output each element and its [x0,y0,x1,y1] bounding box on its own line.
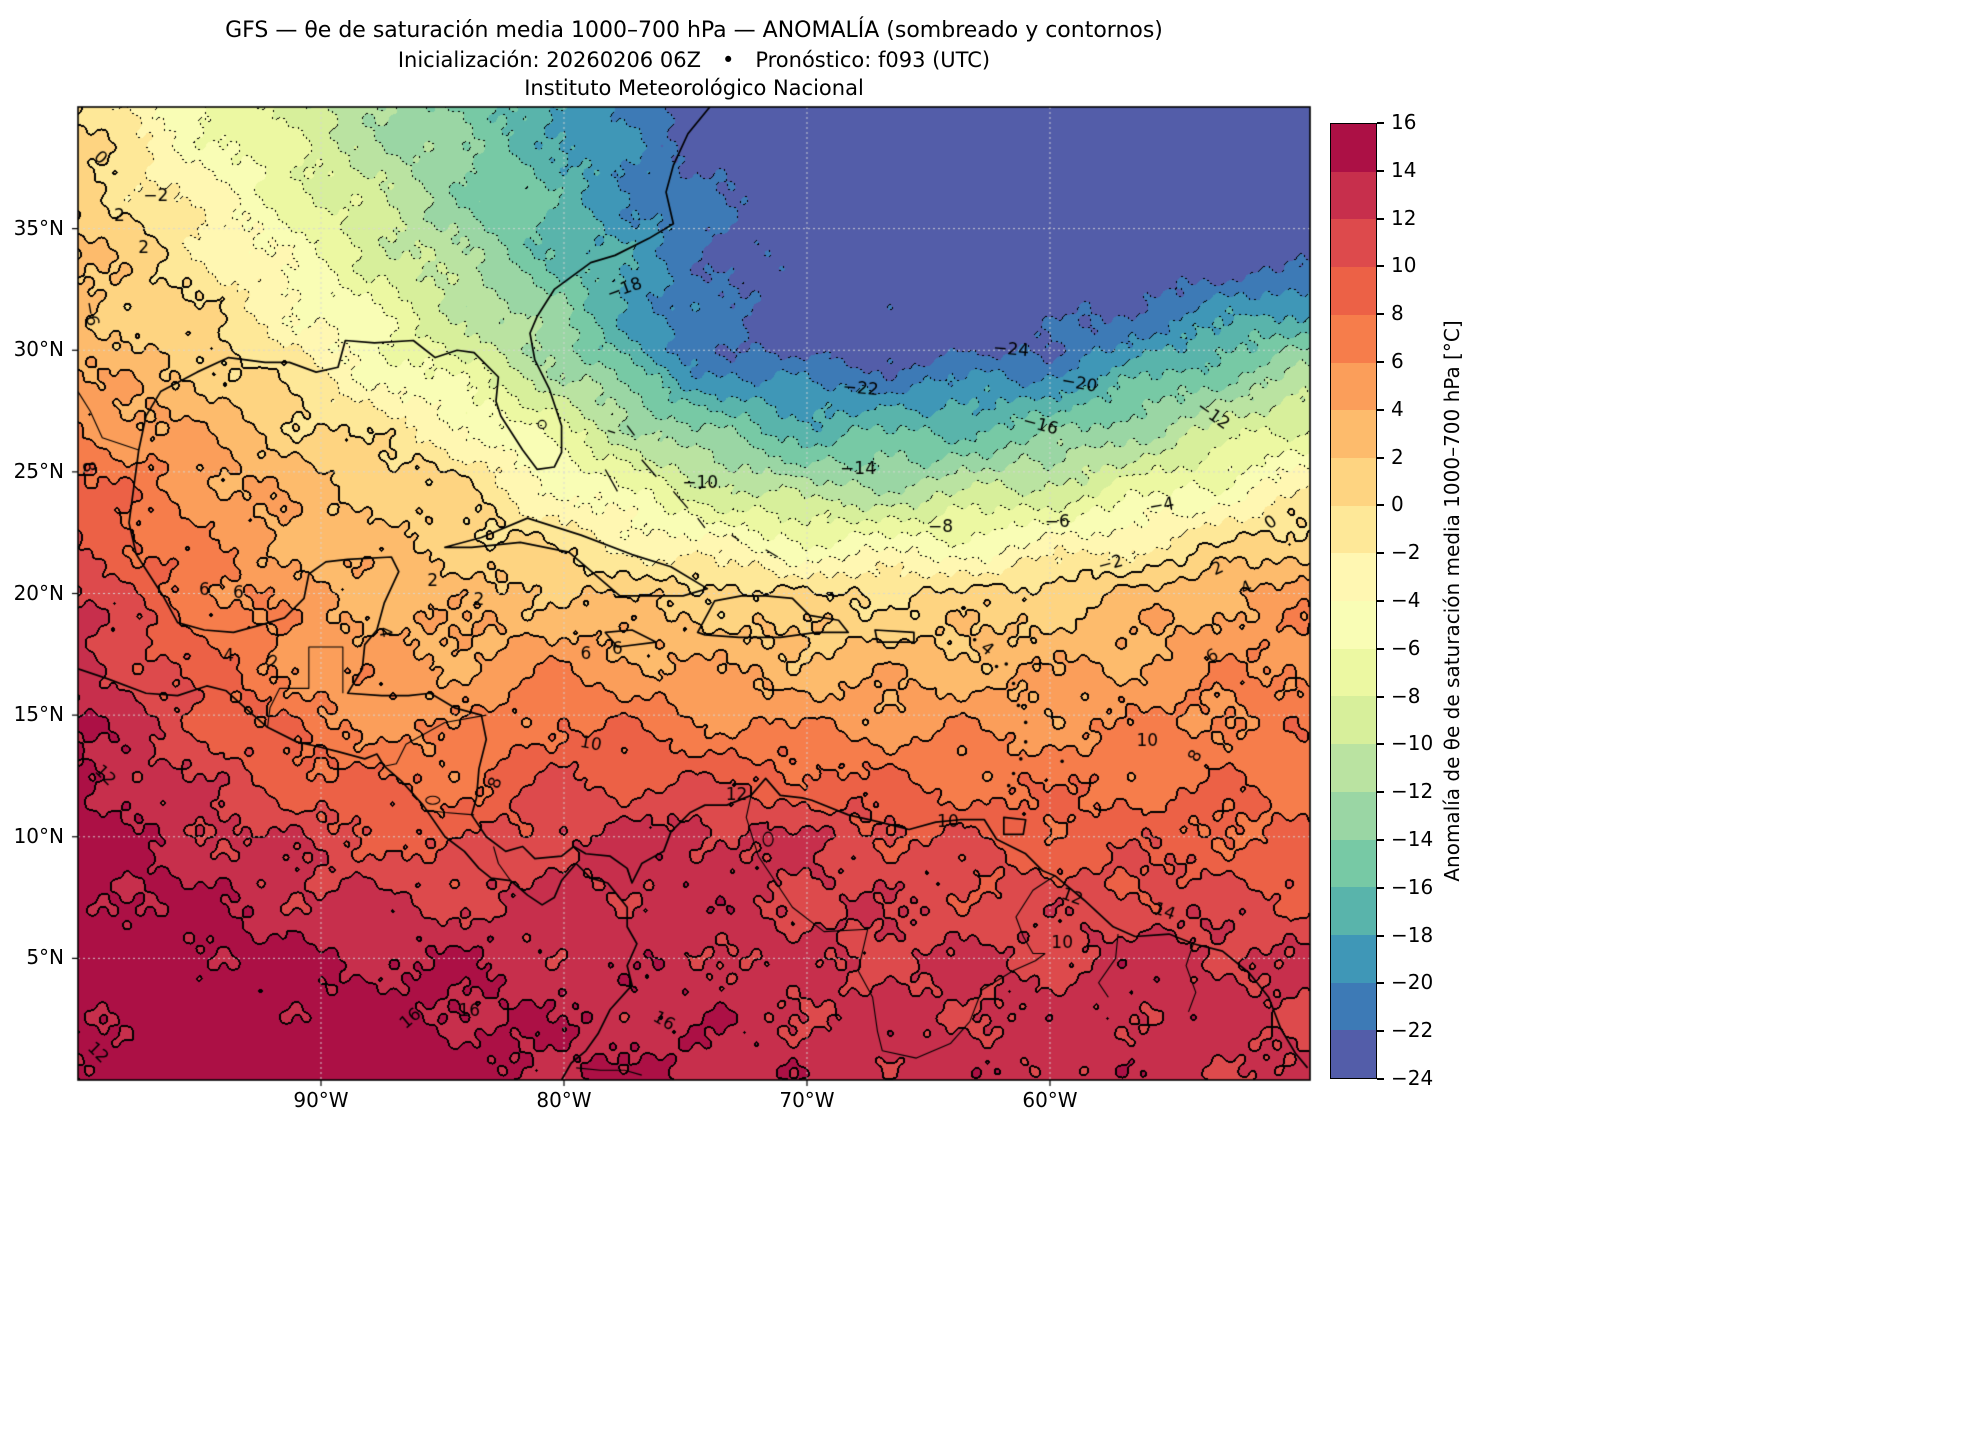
x-tick-label: 90°W [293,1088,349,1112]
map-plot [68,97,1320,1090]
colorbar-tick [1377,169,1384,172]
colorbar-tick-label: −18 [1391,922,1434,947]
colorbar-segment [1331,839,1376,888]
y-tick-label: 10°N [13,823,64,848]
colorbar-tick-label: −2 [1391,540,1421,565]
colorbar-tick [1377,647,1384,650]
colorbar-tick [1377,552,1384,555]
colorbar-segment [1331,314,1376,363]
colorbar-segment [1331,362,1376,411]
colorbar-tick [1377,982,1384,985]
colorbar [1330,123,1377,1079]
colorbar-tick-label: 4 [1391,396,1404,421]
chart-title: GFS — θe de saturación media 1000–700 hP… [225,18,1163,43]
colorbar-segment [1331,171,1376,220]
colorbar-segment [1331,1030,1376,1079]
y-tick-label: 25°N [13,458,64,483]
colorbar-segment [1331,219,1376,268]
colorbar-tick [1377,217,1384,220]
colorbar-tick [1377,1030,1384,1033]
colorbar-segment [1331,648,1376,697]
colorbar-tick [1377,600,1384,602]
colorbar-segment [1331,457,1376,506]
y-tick-label: 30°N [13,337,64,362]
colorbar-tick-label: −14 [1391,827,1434,851]
x-tick-label: 70°W [779,1088,835,1112]
colorbar-segment [1331,124,1376,172]
chart-institution: Instituto Meteorológico Nacional [524,76,864,100]
figure-titles: GFS — θe de saturación media 1000–700 hP… [78,16,1310,102]
colorbar-tick [1377,695,1384,698]
colorbar-tick [1377,839,1384,841]
colorbar-segment [1331,505,1376,554]
colorbar-tick-label: −22 [1391,1018,1434,1043]
colorbar-tick-label: 16 [1391,110,1417,134]
colorbar-tick-label: −24 [1391,1066,1434,1090]
colorbar-tick [1377,456,1384,459]
colorbar-tick-label: 0 [1391,492,1404,517]
colorbar-segment [1331,267,1376,315]
colorbar-tick [1377,361,1384,363]
y-tick-label: 15°N [13,702,64,727]
x-tick-label: 80°W [536,1088,592,1112]
colorbar-tick [1377,886,1384,889]
colorbar-tick-label: −20 [1391,970,1434,995]
colorbar-tick [1377,313,1384,316]
y-tick-label: 5°N [26,945,64,970]
colorbar-tick-label: −4 [1391,588,1421,612]
colorbar-tick [1377,1078,1384,1080]
colorbar-tick [1377,743,1384,746]
colorbar-tick-label: 6 [1391,349,1404,373]
colorbar-segment [1331,601,1376,649]
colorbar-tick [1377,408,1384,411]
colorbar-tick [1377,122,1384,124]
colorbar-segment [1331,791,1376,840]
colorbar-tick [1377,265,1384,268]
colorbar-segment [1331,887,1376,935]
chart-subtitle: Inicialización: 20260206 06Z • Pronóstic… [397,48,991,72]
colorbar-segment [1331,553,1376,602]
colorbar-tick-label: −16 [1391,874,1434,899]
colorbar-tick [1377,791,1384,794]
colorbar-segment [1331,934,1376,983]
colorbar-tick-label: −12 [1391,779,1434,804]
colorbar-tick-label: 8 [1391,301,1404,326]
colorbar-tick-label: −8 [1391,683,1421,708]
colorbar-tick-label: −6 [1391,635,1421,660]
colorbar-tick-label: 10 [1391,253,1417,278]
colorbar-tick-label: 12 [1391,205,1417,230]
y-tick-label: 20°N [13,580,64,605]
colorbar-tick-label: 14 [1391,157,1417,182]
colorbar-tick-label: 2 [1391,444,1404,469]
colorbar-segment [1331,982,1376,1031]
colorbar-tick [1377,934,1384,937]
colorbar-segment [1331,410,1376,458]
x-tick-label: 60°W [1022,1088,1078,1112]
colorbar-label: Anomalía de θe de saturación media 1000–… [1440,320,1464,882]
colorbar-segment [1331,744,1376,792]
colorbar-tick [1377,504,1384,507]
y-tick-label: 35°N [13,215,64,240]
colorbar-tick-label: −10 [1391,731,1434,756]
colorbar-segment [1331,696,1376,745]
